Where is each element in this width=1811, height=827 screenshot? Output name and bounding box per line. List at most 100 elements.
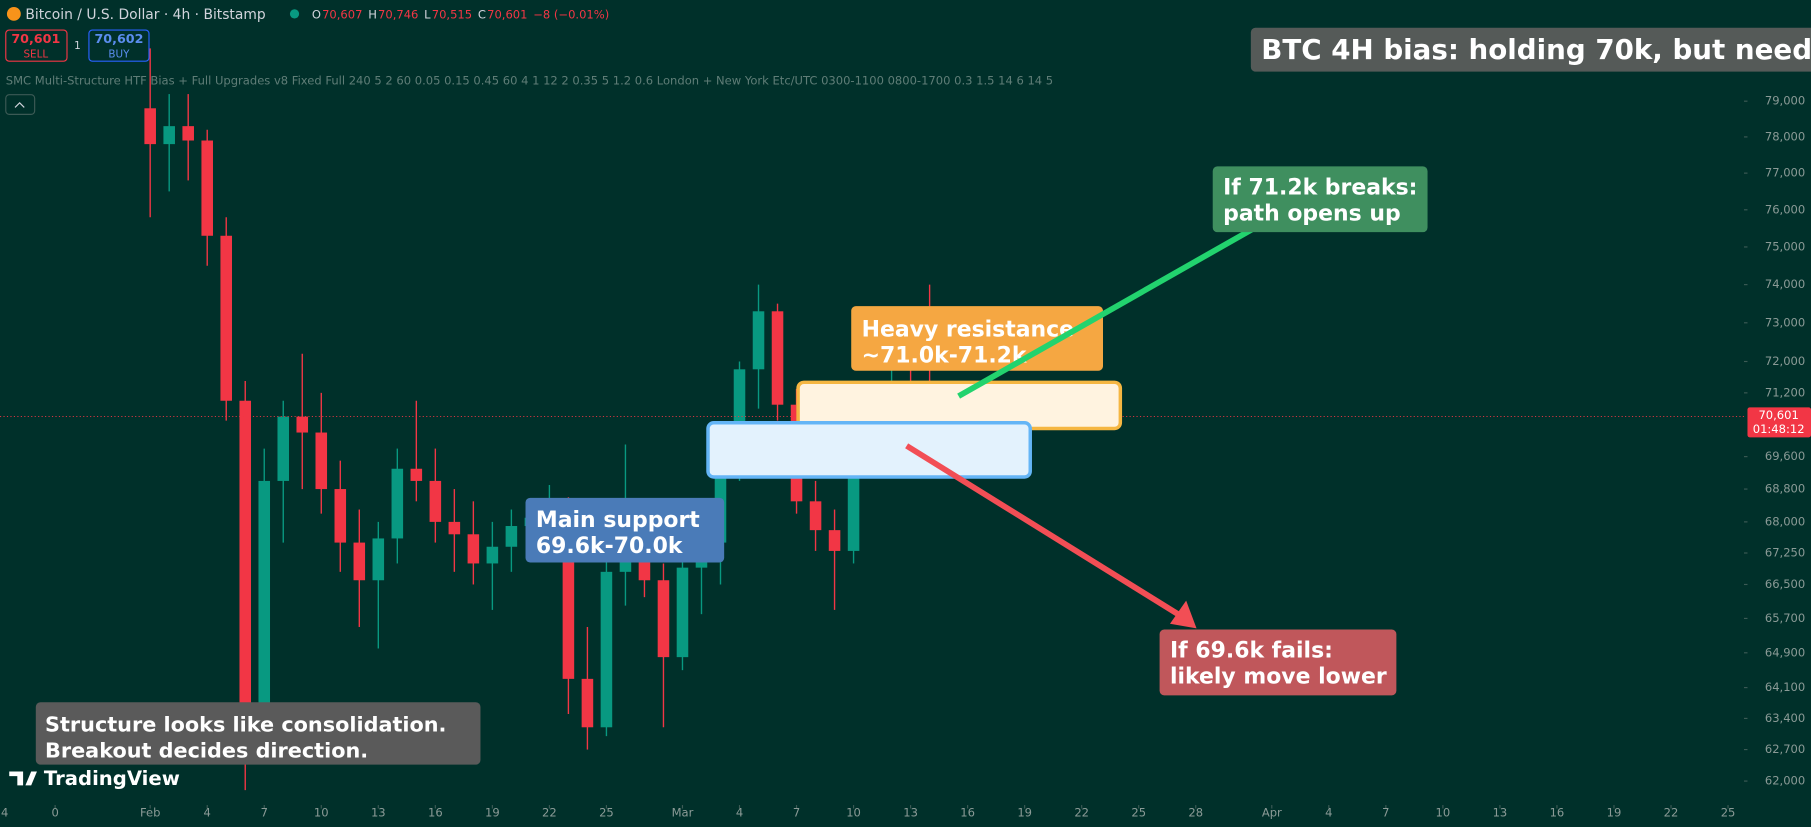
annotation-box — [851, 306, 1104, 371]
x-tick-label: 16 — [428, 806, 443, 820]
candle-body — [562, 509, 575, 679]
x-tick-label: Feb — [140, 806, 160, 820]
buy-button[interactable] — [88, 29, 150, 62]
candle-body — [220, 235, 232, 401]
support-zone — [706, 421, 1032, 479]
x-tick-label: 13 — [1493, 806, 1508, 820]
y-tick-label: 73,000 — [1765, 315, 1805, 329]
x-tick-label: 16 — [960, 806, 975, 820]
candle-body — [809, 501, 822, 531]
y-tick-label: 65,700 — [1765, 611, 1805, 625]
candle-body — [239, 400, 252, 714]
x-tick-label: 7 — [261, 806, 268, 820]
x-tick-label: 16 — [1550, 806, 1565, 820]
sell-price: 70,601 — [11, 31, 60, 46]
x-tick-label: 7 — [793, 806, 800, 820]
annotation-text: If 71.2k breaks: — [1223, 175, 1417, 200]
candle-body — [201, 140, 213, 236]
ohlc-value: 70,746 — [378, 8, 418, 22]
x-tick-label: 4 — [1325, 806, 1332, 820]
y-tick-label: 63,400 — [1765, 711, 1805, 725]
collapse-button[interactable] — [5, 94, 36, 115]
annotation-box — [1159, 629, 1397, 696]
candle-body — [277, 416, 290, 481]
bear-arrowhead — [1169, 600, 1197, 629]
ohlc-key: C — [478, 8, 486, 22]
candle-body — [771, 311, 784, 405]
candle-body — [733, 369, 746, 461]
ohlc-value: 70,601 — [487, 8, 527, 22]
annotation-text: path opens up — [1223, 201, 1401, 226]
watermark: TradingView — [44, 767, 180, 790]
symbol-icon — [6, 6, 21, 21]
collapse-icon — [14, 101, 25, 108]
bear-arrow — [905, 443, 1182, 619]
candle-body — [315, 432, 328, 490]
candle-body — [505, 526, 518, 547]
x-tick-label: 4 — [204, 806, 211, 820]
x-tick-label: 4 — [736, 806, 743, 820]
candle-body — [676, 567, 689, 658]
y-tick-label: 64,100 — [1765, 680, 1805, 694]
countdown: 01:48:12 — [1753, 422, 1805, 436]
watermark-logo — [9, 771, 37, 786]
ohlc-key: O — [312, 8, 321, 22]
candle-body — [163, 126, 175, 145]
candle-body — [353, 542, 366, 581]
x-tick-label: 19 — [485, 806, 500, 820]
ohlc-value: 70,607 — [322, 8, 362, 22]
x-tick-label: Apr — [1262, 806, 1282, 820]
candle-body — [752, 311, 765, 370]
buy-label: BUY — [108, 48, 130, 60]
x-tick-label: 10 — [1436, 806, 1451, 820]
y-tick-label: 71,200 — [1765, 385, 1805, 399]
chart-title: BTC 4H bias: holding 70k, but need — [1261, 33, 1811, 66]
candle-body — [258, 480, 271, 714]
y-tick-label: 79,000 — [1765, 94, 1805, 108]
x-tick-label: 19 — [1017, 806, 1032, 820]
annotation-text: likely move lower — [1170, 664, 1387, 689]
candle-body — [334, 489, 347, 543]
x-tick-label: 22 — [1074, 806, 1089, 820]
annotation-text: Heavy resistance — [862, 317, 1074, 342]
annotation-text: Structure looks like consolidation. — [45, 712, 446, 736]
annotation-text: Breakout decides direction. — [45, 738, 368, 762]
y-tick-label: 74,000 — [1765, 277, 1805, 291]
annotation-box — [1212, 166, 1428, 233]
candle-body — [467, 534, 480, 564]
x-tick-label: 4 — [1, 806, 8, 820]
y-tick-label: 62,700 — [1765, 742, 1805, 756]
y-tick-label: 68,800 — [1765, 482, 1805, 496]
y-tick-label: 69,600 — [1765, 449, 1805, 463]
x-tick-label: 22 — [542, 806, 557, 820]
title-box — [1250, 27, 1811, 72]
candle-body — [486, 546, 499, 564]
last-price-label: 70,601 — [1758, 408, 1798, 422]
candle-body — [657, 580, 670, 658]
y-tick-label: 72,000 — [1765, 354, 1805, 368]
x-tick-label: 13 — [903, 806, 918, 820]
candle-body — [600, 571, 613, 728]
candle-body — [847, 456, 860, 551]
y-tick-label: 77,000 — [1765, 166, 1805, 180]
y-tick-label: 64,900 — [1765, 645, 1805, 659]
x-tick-label: 10 — [314, 806, 329, 820]
annotation-text: 69.6k-70.0k — [536, 534, 683, 559]
buy-price: 70,602 — [94, 31, 143, 46]
candle-body — [410, 468, 423, 481]
candle-body — [391, 468, 404, 539]
x-tick-label: 10 — [846, 806, 861, 820]
y-tick-label: 78,000 — [1765, 129, 1805, 143]
candle-body — [581, 678, 594, 728]
x-tick-label: 19 — [1607, 806, 1622, 820]
sell-button[interactable] — [5, 29, 68, 62]
annotation-text: If 69.6k fails: — [1170, 638, 1333, 663]
y-tick-label: 66,500 — [1765, 577, 1805, 591]
market-status — [289, 9, 300, 19]
x-tick-label: 0 — [51, 806, 58, 820]
annotation-box — [35, 702, 481, 765]
annotation-text: ~71.0k-71.2k — [862, 343, 1027, 368]
quantity: 1 — [74, 40, 81, 52]
candle-body — [372, 538, 385, 581]
